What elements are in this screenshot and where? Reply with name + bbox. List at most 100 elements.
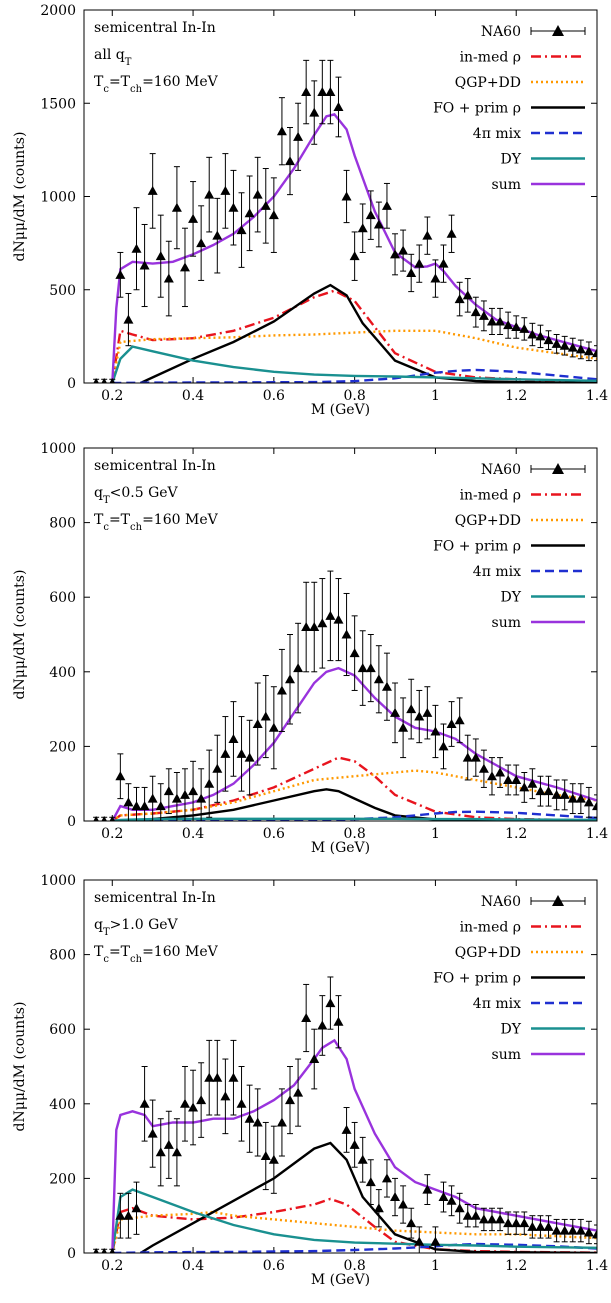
y-axis-label: dNμμ/dM (counts) [12,1002,28,1132]
plot-frame [83,447,598,822]
series-line-1 [111,1210,597,1253]
annotation-line: Tc=Tch=160 MeV [94,512,219,533]
data-point-triangle [179,789,190,799]
series-line-3 [112,1242,597,1253]
data-point-triangle [212,763,223,773]
data-point-triangle [341,629,352,639]
legend-label: NA60 [481,462,521,478]
data-point-triangle [357,223,368,233]
data-point-triangle [260,711,271,721]
y-tick-label: 1000 [40,873,76,889]
data-point-triangle [495,767,506,777]
legend-marker [552,25,564,36]
data-point-triangle [147,185,158,195]
x-tick-label: 0.6 [263,1258,285,1274]
data-point-triangle [268,722,279,732]
data-point-triangle [398,245,409,255]
data-point-triangle [430,1236,441,1246]
data-point-triangle [470,307,481,317]
x-tick-label: 1 [431,388,440,404]
y-axis-label: dNμμ/dM (counts) [12,570,28,700]
data-point-triangle [414,711,425,721]
x-axis-label: M (GeV) [311,1272,370,1288]
data-point-triangle [406,1218,417,1228]
data-point-triangle [325,87,336,97]
y-tick-label: 600 [49,590,76,606]
data-point-triangle [495,316,506,326]
series-line-4 [111,1188,597,1253]
data-point-triangle [478,763,489,773]
data-point-triangle [486,1214,497,1224]
data-point-triangle [373,219,384,229]
data-point-triangle [583,797,594,807]
data-point-triangle [276,685,287,695]
legend-label: in-med ρ [460,920,521,936]
data-point-triangle [115,269,126,279]
data-point-triangle [398,1199,409,1209]
x-tick-label: 0.6 [263,826,285,842]
data-point-triangle [592,801,597,811]
data-point-triangle [422,230,433,240]
data-point-triangle [325,610,336,620]
annotation-line: qT<0.5 GeV [94,485,179,506]
data-point-triangle [559,1225,570,1235]
data-point-triangle [325,998,336,1008]
y-axis-label: dNμμ/dM (counts) [12,132,28,262]
annotation-line: semicentral In-In [94,20,216,36]
data-point-triangle [285,1095,296,1105]
data-point-triangle [503,774,514,784]
legend-label: NA60 [481,24,521,40]
data-point-triangle [244,1113,255,1123]
data-point-triangle [115,1210,126,1220]
data-point-triangle [317,87,328,97]
annotation-line: semicentral In-In [94,458,216,474]
plot-area [93,59,597,383]
y-tick-label: 800 [49,516,76,532]
x-axis-label: M (GeV) [311,840,370,856]
data-point-triangle [309,107,320,117]
data-point-triangle [252,189,263,199]
data-point-triangle [163,273,174,283]
data-point-triangle [519,782,530,792]
chart-panel-1: 0.2 0.4 0.6 0.8 1 1.2 1.4 0 500 1000 1500 2000 M (Ge… [12,3,608,418]
data-point-triangle [349,648,360,658]
x-tick-label: 0.4 [182,826,204,842]
data-point-triangle [155,251,166,261]
data-point-triangle [390,707,401,717]
data-point-triangle [301,1013,312,1023]
data-point-triangle [551,1225,562,1235]
data-point-triangle [252,1117,263,1127]
x-tick-label: 1.4 [586,388,608,404]
data-point-triangle [163,786,174,796]
data-point-triangle [373,1203,384,1213]
data-point-triangle [575,793,586,803]
data-point-triangle [301,622,312,632]
legend-label: NA60 [481,894,521,910]
data-point-triangle [438,741,449,751]
data-point-triangle [543,786,554,796]
y-tick-label: 500 [49,283,76,299]
data-point-triangle [462,290,473,300]
data-point-triangle [131,1203,142,1213]
series-line-1 [111,329,597,383]
x-tick-label: 0.6 [263,388,285,404]
data-point-triangle [236,748,247,758]
y-tick-label: 600 [49,1022,76,1038]
data-point-triangle [228,733,239,743]
data-point-triangle [317,618,328,628]
data-point-triangle [519,1218,530,1228]
legend-label: 4π mix [473,126,521,142]
data-point-triangle [470,1210,481,1220]
data-point-triangle [293,663,304,673]
data-point-triangle [301,87,312,97]
data-point-triangle [188,786,199,796]
data-point-triangle [123,314,134,324]
plot-frame [83,9,598,384]
annotation-line: Tc=Tch=160 MeV [94,74,219,95]
data-point-triangle [495,1214,506,1224]
series-line-2 [140,283,597,383]
data-point-triangle [147,1128,158,1138]
data-point-triangle [365,663,376,673]
data-point-triangle [583,1227,594,1237]
data-point-triangle [171,793,182,803]
